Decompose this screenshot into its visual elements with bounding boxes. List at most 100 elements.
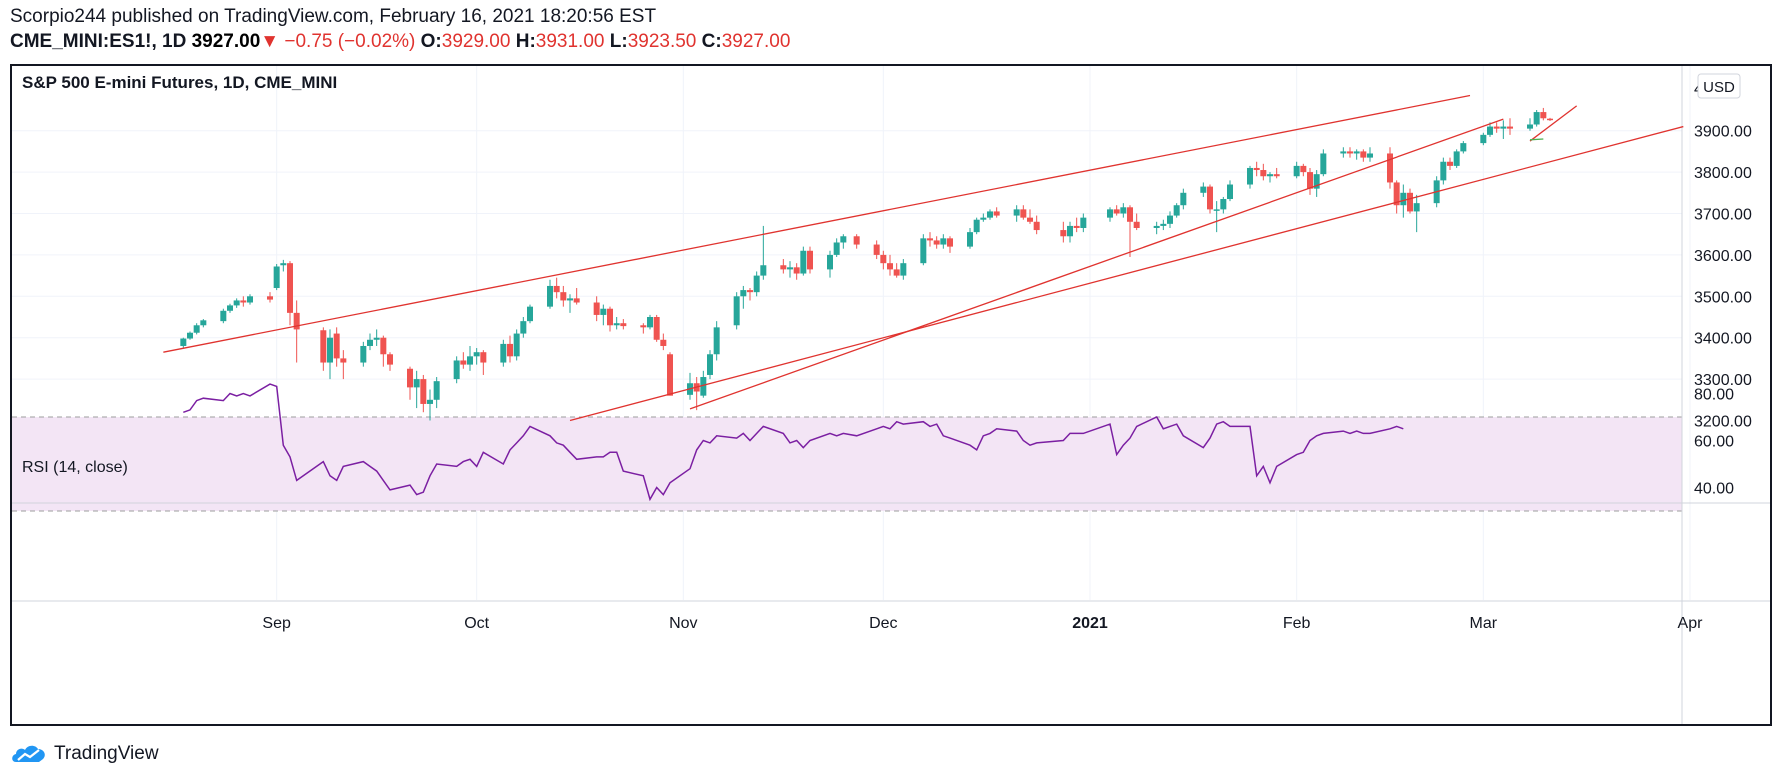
last-price: 3927.00	[191, 31, 261, 52]
candle-down	[573, 288, 580, 305]
candle-body	[800, 250, 807, 274]
candle-up	[1067, 221, 1073, 243]
down-arrow-icon: ▼	[260, 31, 280, 52]
candle-body	[1367, 153, 1373, 158]
candle-down	[887, 254, 893, 276]
price-tick-label: 3200.00	[1694, 414, 1752, 431]
candle-body	[1227, 184, 1233, 200]
candle-body	[1347, 151, 1353, 154]
candle-body	[280, 263, 287, 266]
candle-body	[233, 300, 240, 306]
chart-title: S&P 500 E-mini Futures, 1D, CME_MINI	[22, 73, 337, 92]
candle-up	[787, 261, 793, 278]
candle-body	[787, 267, 793, 270]
candle-body	[293, 312, 300, 330]
candle-up	[1213, 201, 1220, 233]
candle-up	[1080, 213, 1087, 233]
candle-body	[1060, 230, 1067, 237]
ohlc-line: CME_MINI:ES1!, 1D 3927.00▼ −0.75 (−0.02%…	[10, 31, 790, 53]
candle-body	[1107, 209, 1113, 218]
candle-body	[1180, 192, 1187, 206]
candle-body	[893, 269, 900, 276]
candle-up	[700, 370, 707, 398]
candle-down	[407, 366, 413, 400]
candle-body	[1413, 203, 1420, 212]
candle-body	[1033, 221, 1040, 231]
candle-body	[987, 211, 993, 218]
candle-down	[1207, 184, 1213, 214]
candle-body	[193, 325, 200, 333]
trendline	[1529, 105, 1578, 142]
price-tick-label: 3700.00	[1694, 207, 1752, 224]
candle-up	[987, 209, 993, 220]
candle-body	[460, 360, 467, 365]
candle-down	[880, 250, 887, 270]
close-value: 3927.00	[721, 31, 791, 52]
rsi-tick-label: 60.00	[1694, 434, 1734, 451]
candle-up	[1440, 157, 1447, 185]
candle-down	[1347, 147, 1353, 158]
candle-body	[433, 381, 440, 400]
candle-down	[507, 335, 513, 363]
candle-up	[827, 250, 833, 278]
candle-body	[940, 238, 947, 245]
candle-up	[1173, 203, 1180, 218]
candle-body	[1500, 126, 1507, 129]
open-value: 3929.00	[441, 31, 511, 52]
candle-body	[1407, 192, 1413, 212]
candle-up	[467, 345, 473, 371]
candle-body	[407, 368, 413, 388]
rsi-band	[12, 417, 1682, 511]
candle-down	[947, 236, 953, 253]
candle-body	[340, 358, 347, 363]
candle-body	[1153, 225, 1160, 228]
candle-body	[187, 332, 193, 339]
candle-body	[1207, 186, 1213, 210]
trendline	[569, 125, 1684, 422]
tradingview-brand[interactable]: TradingView	[54, 743, 159, 764]
published-text: published on TradingView.com, February 1…	[111, 6, 657, 27]
candle-up	[180, 337, 187, 349]
time-tick-label: Dec	[869, 615, 897, 632]
candle-body	[747, 290, 753, 293]
candle-body	[333, 333, 340, 359]
author-name[interactable]: Scorpio244	[10, 6, 107, 27]
candle-body	[427, 399, 433, 404]
candle-body	[1313, 174, 1320, 189]
candle-down	[873, 240, 880, 260]
close-label: C:	[701, 31, 722, 52]
candle-up	[520, 317, 527, 338]
candle-body	[1340, 151, 1347, 154]
candle-body	[780, 265, 787, 270]
candle-down	[640, 323, 647, 334]
price-change: −0.75 (−0.02%)	[284, 31, 416, 52]
price-tick-label: 3500.00	[1694, 289, 1752, 306]
candle-body	[240, 300, 247, 303]
candle-body	[1067, 225, 1073, 237]
symbol-label: CME_MINI:ES1!, 1D	[10, 31, 187, 52]
low-value: 3923.50	[627, 31, 697, 52]
price-tick-label: 3800.00	[1694, 165, 1752, 182]
price-tick-label: 3300.00	[1694, 372, 1752, 389]
candle-down	[480, 350, 487, 375]
candle-up	[1320, 149, 1327, 177]
candle-up	[1293, 161, 1300, 179]
candle-up	[327, 329, 333, 380]
candle-body	[373, 337, 380, 340]
candle-body	[1167, 215, 1173, 224]
candle-body	[593, 302, 600, 315]
candle-up	[1220, 196, 1227, 214]
candle-body	[220, 310, 227, 322]
price-chart[interactable]: S&P 500 E-mini Futures, 1D, CME_MINI RSI …	[12, 66, 1770, 724]
candle-body	[967, 232, 973, 247]
candle-body	[1260, 170, 1267, 177]
candle-down	[320, 327, 327, 371]
rsi-label: RSI (14, close)	[22, 459, 128, 476]
candle-body	[320, 330, 327, 363]
candle-up	[687, 372, 693, 400]
candle-body	[1273, 174, 1280, 177]
candle-down	[893, 263, 900, 278]
candle-up	[1527, 118, 1533, 131]
candle-body	[480, 352, 487, 363]
candle-body	[1293, 165, 1300, 177]
